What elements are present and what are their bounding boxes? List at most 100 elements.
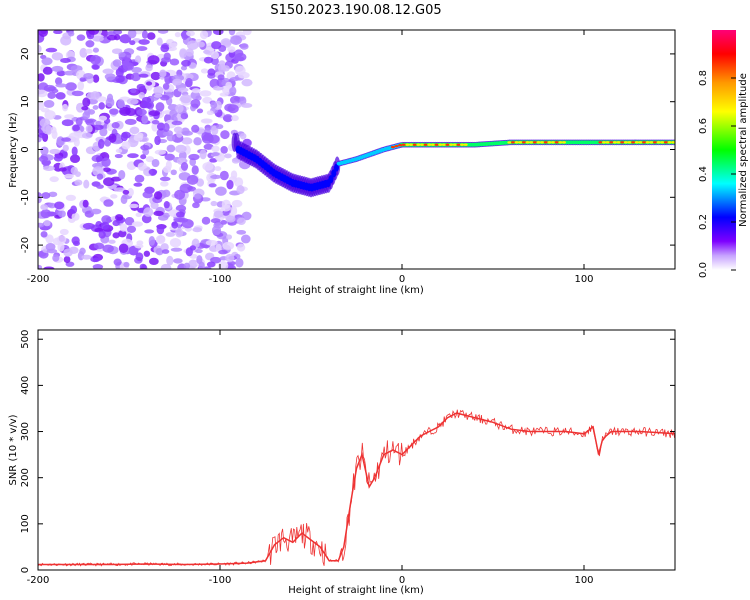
heatmap-cell — [210, 101, 218, 109]
heatmap-cell — [212, 30, 224, 35]
heatmap-cell — [202, 96, 213, 104]
heatmap-cell — [183, 262, 191, 269]
heatmap-cell — [102, 167, 111, 173]
snr-series-line — [38, 412, 675, 566]
heatmap-cell — [239, 43, 249, 50]
heatmap-cell — [96, 184, 104, 189]
heatmap-cell — [605, 141, 610, 144]
heatmap-cell — [138, 39, 150, 45]
heatmap-cell — [136, 83, 146, 91]
heatmap-cell — [111, 122, 120, 129]
heatmap-cell — [634, 141, 639, 144]
heatmap-cell — [133, 182, 143, 187]
heatmap-cell — [41, 57, 53, 66]
heatmap-cell — [420, 143, 425, 146]
heatmap-cell — [191, 88, 201, 94]
heatmap-cell — [87, 30, 100, 36]
heatmap-cell — [199, 90, 212, 97]
heatmap-cell — [85, 40, 95, 48]
heatmap-cell — [120, 195, 128, 204]
heatmap-cell — [207, 68, 216, 76]
heatmap-cell — [92, 264, 104, 269]
heatmap-cell — [179, 48, 188, 59]
heatmap-cell — [96, 173, 104, 180]
heatmap-cell — [169, 42, 178, 48]
heatmap-cell — [82, 199, 89, 208]
heatmap-cell — [191, 165, 199, 175]
heatmap-cell — [211, 51, 220, 60]
heatmap-cell — [191, 124, 200, 133]
heatmap-cell — [92, 74, 100, 83]
heatmap-cell — [173, 126, 183, 134]
heatmap-cell — [145, 81, 153, 86]
heatmap-cell — [627, 141, 632, 144]
heatmap-cell — [162, 165, 172, 173]
heatmap-cell — [40, 204, 49, 211]
heatmap-cell — [230, 35, 242, 45]
heatmap-cell — [130, 72, 141, 82]
heatmap-cell — [656, 141, 661, 144]
heatmap-cell — [140, 154, 147, 160]
heatmap-cell — [174, 189, 186, 200]
heatmap-cell — [79, 247, 86, 255]
heatmap-cell — [42, 66, 53, 75]
heatmap-cell — [98, 115, 108, 121]
heatmap-cell — [49, 176, 59, 183]
heatmap-cell — [134, 30, 143, 35]
heatmap-cell — [61, 137, 72, 142]
heatmap-cell — [551, 141, 556, 144]
heatmap-cell — [126, 225, 137, 233]
heatmap-cell — [218, 63, 227, 73]
heatmap-cell — [153, 85, 164, 96]
y-tick-label: 10 — [20, 95, 31, 108]
heatmap-cell — [128, 203, 139, 209]
heatmap-cell — [642, 141, 647, 144]
heatmap-cell — [225, 254, 235, 263]
heatmap-cell — [159, 69, 167, 78]
heatmap-cell — [106, 34, 118, 41]
heatmap-cell — [241, 211, 252, 221]
heatmap-cell — [43, 266, 55, 269]
heatmap-cell — [143, 250, 151, 257]
heatmap-cell — [106, 93, 114, 103]
heatmap-cell — [208, 183, 217, 188]
heatmap-cell — [129, 126, 140, 135]
heatmap-cell — [156, 37, 163, 46]
heatmap-cell — [239, 132, 247, 140]
heatmap-cell — [598, 141, 603, 144]
heatmap-cell — [113, 187, 126, 192]
heatmap-cell — [111, 48, 123, 55]
heatmap-cell — [236, 185, 245, 195]
x-tick-label: 0 — [399, 274, 405, 285]
heatmap-cell — [156, 225, 165, 235]
heatmap-cell — [153, 93, 163, 98]
heatmap-cell — [123, 261, 130, 268]
heatmap-cell — [145, 64, 153, 72]
heatmap-cell — [92, 257, 100, 263]
heatmap-cell — [162, 189, 171, 198]
heatmap-cell — [40, 231, 48, 238]
heatmap-cell — [118, 169, 126, 180]
heatmap-cell — [90, 208, 102, 215]
y-tick-label: 200 — [20, 468, 31, 487]
heatmap-cell — [186, 30, 195, 37]
heatmap-cell — [151, 158, 160, 168]
x-tick-label: 100 — [574, 274, 593, 285]
heatmap-cell — [115, 214, 124, 221]
heatmap-cell — [181, 127, 190, 136]
heatmap-cell — [100, 221, 110, 230]
heatmap-cell — [42, 165, 55, 171]
heatmap-cell — [121, 141, 131, 150]
heatmap-cell — [162, 83, 170, 90]
heatmap-cell — [76, 34, 86, 41]
heatmap-cell — [521, 141, 526, 144]
heatmap-cell — [92, 35, 104, 42]
heatmap-cell — [44, 110, 56, 120]
heatmap-cell — [77, 81, 85, 91]
heatmap-cell — [53, 154, 63, 162]
heatmap-cell — [667, 141, 672, 144]
heatmap-cell — [38, 44, 42, 54]
heatmap-cell — [671, 141, 675, 144]
heatmap-cell — [43, 219, 51, 227]
